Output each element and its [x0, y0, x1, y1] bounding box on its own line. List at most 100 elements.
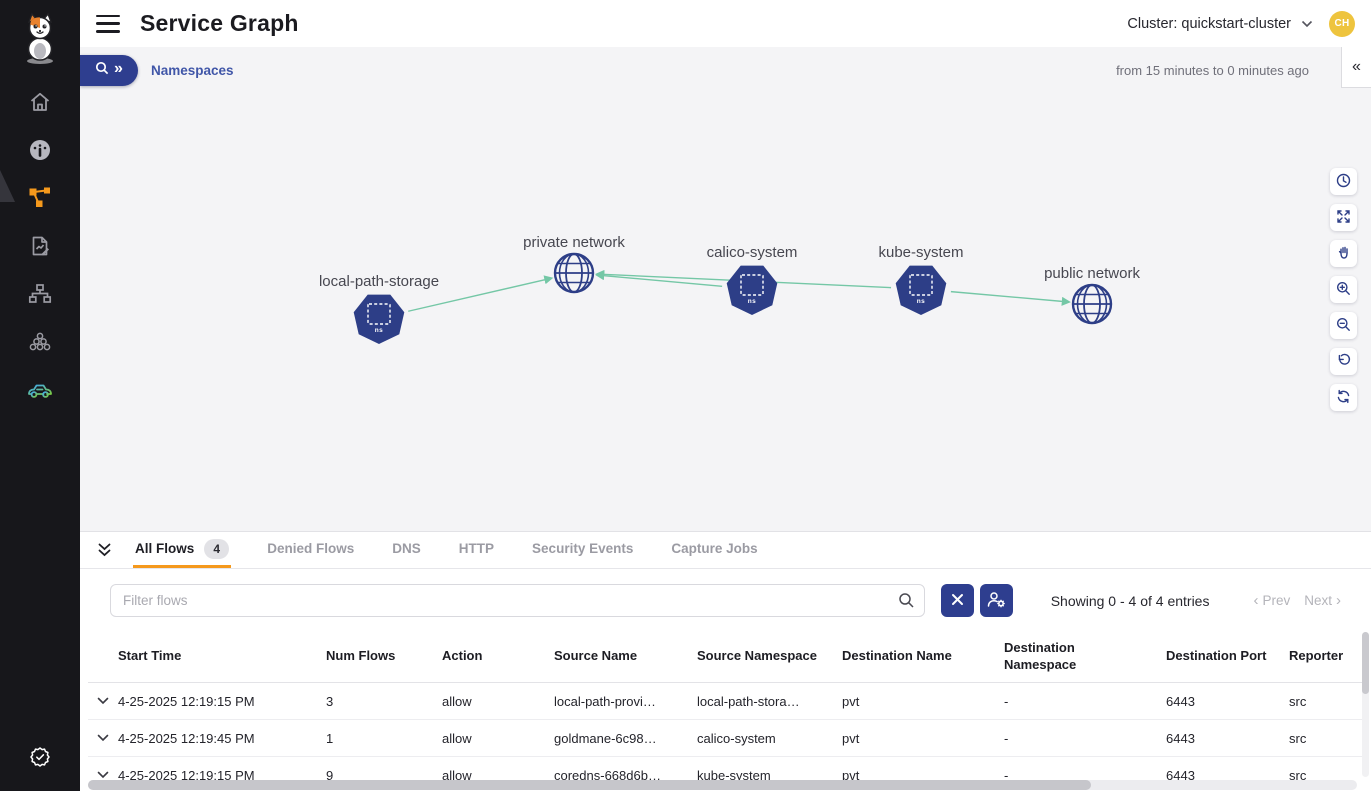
page-title: Service Graph: [140, 10, 299, 36]
graph-edge-calico-system-to-private-network[interactable]: [595, 271, 723, 288]
tab-label: DNS: [392, 541, 421, 556]
table-row[interactable]: 4-25-2025 12:19:45 PM 1 allow goldmane-6…: [88, 720, 1369, 757]
right-panel-collapse-button[interactable]: «: [1341, 47, 1371, 88]
cell-source-name: local-path-provi…: [554, 693, 656, 709]
cell-reporter: src: [1289, 767, 1307, 783]
table-row[interactable]: 4-25-2025 12:19:15 PM 9 allow coredns-66…: [88, 757, 1369, 791]
tab-security-events[interactable]: Security Events: [530, 532, 635, 568]
cell-action: allow: [442, 767, 472, 783]
tab-http[interactable]: HTTP: [457, 532, 496, 568]
verified-badge-icon: [28, 745, 52, 769]
ns-badge: ns: [375, 327, 384, 334]
ns-badge: ns: [917, 298, 926, 305]
tab-capture-jobs[interactable]: Capture Jobs: [669, 532, 759, 568]
active-item-notch: [0, 170, 15, 202]
dashboard-gauge-icon: [28, 138, 52, 162]
graph-subheader: » Namespaces from 15 minutes to 0 minute…: [80, 47, 1371, 93]
vertical-scrollbar[interactable]: [1362, 632, 1369, 777]
next-label: Next: [1304, 593, 1332, 608]
cell-start-time: 4-25-2025 12:19:15 PM: [118, 693, 255, 709]
graph-edge-kube-system-to-public-network[interactable]: [950, 290, 1071, 306]
flows-panel: All Flows 4 Denied Flows DNS HTTP Securi…: [80, 531, 1371, 791]
tab-label: Denied Flows: [267, 541, 355, 556]
user-gear-icon: [987, 591, 1006, 611]
graph-node-label: private network: [523, 234, 625, 251]
sidebar-item-home[interactable]: [27, 90, 53, 114]
clear-filter-button[interactable]: [941, 584, 974, 617]
horizontal-scrollbar[interactable]: [88, 780, 1357, 790]
fit-screen-button[interactable]: [1330, 204, 1357, 231]
flows-filter-row: Showing 0 - 4 of 4 entries ‹ Prev Next ›: [80, 569, 1371, 631]
cell-num-flows: 9: [326, 767, 334, 783]
tab-dns[interactable]: DNS: [390, 532, 423, 568]
refresh-button[interactable]: [1330, 384, 1357, 411]
sidebar-item-dashboard[interactable]: [27, 138, 53, 162]
sidebar-item-service-graph[interactable]: [27, 186, 53, 210]
chevron-down-icon: [1301, 16, 1313, 32]
sidebar-item-car[interactable]: [27, 378, 53, 402]
zoom-out-button[interactable]: [1330, 312, 1357, 339]
network-topology-icon: [28, 282, 52, 306]
table-row[interactable]: 4-25-2025 12:19:15 PM 3 allow local-path…: [88, 683, 1369, 720]
scrollbar-thumb[interactable]: [88, 780, 1091, 790]
cell-source-namespace: kube-system: [697, 767, 771, 783]
chevron-right-icon: ›: [1336, 592, 1341, 609]
clock-icon: [1336, 173, 1351, 191]
prev-label: Prev: [1262, 593, 1291, 608]
avatar[interactable]: CH: [1329, 10, 1355, 37]
graph-node-kube-system[interactable]: ns kube-system: [877, 242, 965, 315]
reports-icon: [28, 234, 52, 258]
sidebar-item-reports[interactable]: [27, 234, 53, 258]
graph-edge-local-path-storage-to-private-network[interactable]: [408, 275, 554, 312]
tab-denied-flows[interactable]: Denied Flows: [265, 532, 356, 568]
user-settings-button[interactable]: [980, 584, 1013, 617]
panel-collapse-button[interactable]: [96, 542, 113, 558]
cell-start-time: 4-25-2025 12:19:15 PM: [118, 767, 255, 783]
flows-table-body: 4-25-2025 12:19:15 PM 3 allow local-path…: [88, 683, 1369, 791]
cell-destination-name: pvt: [842, 693, 860, 709]
pan-button[interactable]: [1330, 240, 1357, 267]
sidebar-item-cluster-nodes[interactable]: [27, 330, 53, 354]
tab-label: All Flows: [135, 541, 195, 556]
cell-destination-port: 6443: [1166, 730, 1195, 746]
namespace-heptagon-icon: [895, 265, 947, 315]
double-chevron-down-icon: [98, 543, 111, 557]
time-settings-button[interactable]: [1330, 168, 1357, 195]
row-expand-button[interactable]: [88, 771, 110, 779]
column-header: Num Flows: [326, 648, 396, 664]
graph-node-private-network[interactable]: private network: [521, 232, 627, 294]
graph-node-label: calico-system: [707, 244, 798, 261]
next-page-button[interactable]: Next ›: [1304, 593, 1341, 608]
graph-node-calico-system[interactable]: ns calico-system: [705, 242, 799, 315]
graph-node-local-path-storage[interactable]: ns local-path-storage: [317, 271, 441, 344]
undo-button[interactable]: [1330, 348, 1357, 375]
filter-flows-input[interactable]: [110, 584, 925, 617]
menu-toggle-button[interactable]: [96, 14, 120, 33]
sidebar-item-verified[interactable]: [27, 745, 53, 769]
cell-source-namespace: local-path-stora…: [697, 693, 800, 709]
cell-source-name: goldmane-6c98…: [554, 730, 657, 746]
showing-entries-label: Showing 0 - 4 of 4 entries: [1050, 592, 1210, 609]
graph-search-button[interactable]: »: [80, 54, 138, 86]
cell-reporter: src: [1289, 693, 1307, 709]
cell-destination-name: pvt: [842, 730, 860, 746]
prev-page-button[interactable]: ‹ Prev: [1253, 593, 1290, 608]
graph-canvas: » Namespaces from 15 minutes to 0 minute…: [80, 47, 1371, 531]
sidebar-item-network-topology[interactable]: [27, 282, 53, 306]
row-expand-button[interactable]: [88, 734, 110, 742]
breadcrumb[interactable]: Namespaces: [151, 62, 234, 78]
tab-all-flows[interactable]: All Flows 4: [133, 532, 232, 568]
graph-node-label: kube-system: [878, 244, 963, 261]
undo-icon: [1336, 353, 1351, 371]
scrollbar-thumb[interactable]: [1362, 632, 1369, 694]
zoom-out-icon: [1336, 317, 1351, 335]
cell-source-namespace: calico-system: [697, 730, 776, 746]
cluster-selector[interactable]: Cluster: quickstart-cluster: [1127, 16, 1313, 32]
zoom-in-button[interactable]: [1330, 276, 1357, 303]
time-range-label: from 15 minutes to 0 minutes ago: [1116, 62, 1309, 78]
double-chevron-left-icon: «: [1352, 58, 1361, 75]
row-expand-button[interactable]: [88, 697, 110, 705]
car-icon: [26, 378, 54, 402]
graph-node-public-network[interactable]: public network: [1042, 263, 1142, 325]
